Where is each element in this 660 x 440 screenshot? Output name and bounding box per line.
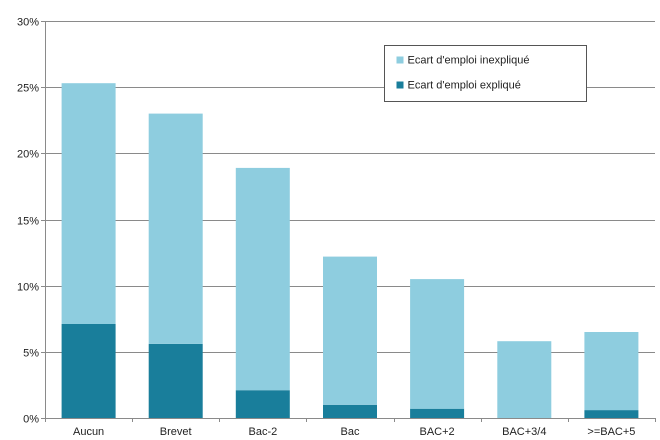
bar-segment: [410, 279, 465, 409]
bars: [61, 83, 639, 418]
x-tick-label: BAC+3/4: [502, 426, 546, 438]
bar-segment: [323, 256, 377, 405]
x-tick-label: Bac-2: [249, 426, 278, 438]
x-tick-label: Bac: [341, 426, 360, 438]
bar-segment: [497, 341, 552, 418]
y-tick-label: 15%: [17, 216, 39, 228]
y-tick-label: 10%: [17, 282, 39, 294]
tick-labels: 0% 5% 10% 15% 20% 25% 30% Aucun Brevet Bac-2 Bac BA…: [17, 17, 635, 439]
bar-segment: [61, 83, 116, 324]
bar-segment: [61, 324, 116, 418]
x-tick-label: BAC+2: [420, 426, 455, 438]
legend-label: Ecart d'emploi expliqué: [408, 80, 521, 92]
x-tick-label: >=BAC+5: [587, 426, 635, 438]
bar-segment: [410, 408, 465, 418]
x-tick-label: Brevet: [160, 426, 192, 438]
x-tick-label: Aucun: [73, 426, 104, 438]
y-tick-label: 20%: [17, 149, 39, 161]
legend-swatch: [396, 56, 404, 64]
bar-segment: [584, 332, 639, 411]
legend-swatch: [396, 81, 404, 89]
bar-segment: [584, 410, 639, 418]
y-tick-label: 25%: [17, 83, 39, 95]
legend-box: [384, 45, 587, 102]
y-tick-label: 30%: [17, 17, 39, 29]
bar-segment: [148, 113, 203, 344]
y-tick-label: 0%: [23, 414, 39, 426]
bar-segment: [148, 343, 203, 418]
gridlines: [45, 21, 655, 353]
legend: Ecart d'emploi inexpliqué Ecart d'emploi …: [384, 45, 587, 102]
bar-segment: [235, 167, 290, 391]
legend-label: Ecart d'emploi inexpliqué: [408, 55, 530, 67]
y-tick-label: 5%: [23, 348, 39, 360]
bar-segment: [235, 390, 290, 418]
axes: [41, 21, 656, 422]
bar-segment: [323, 404, 377, 418]
